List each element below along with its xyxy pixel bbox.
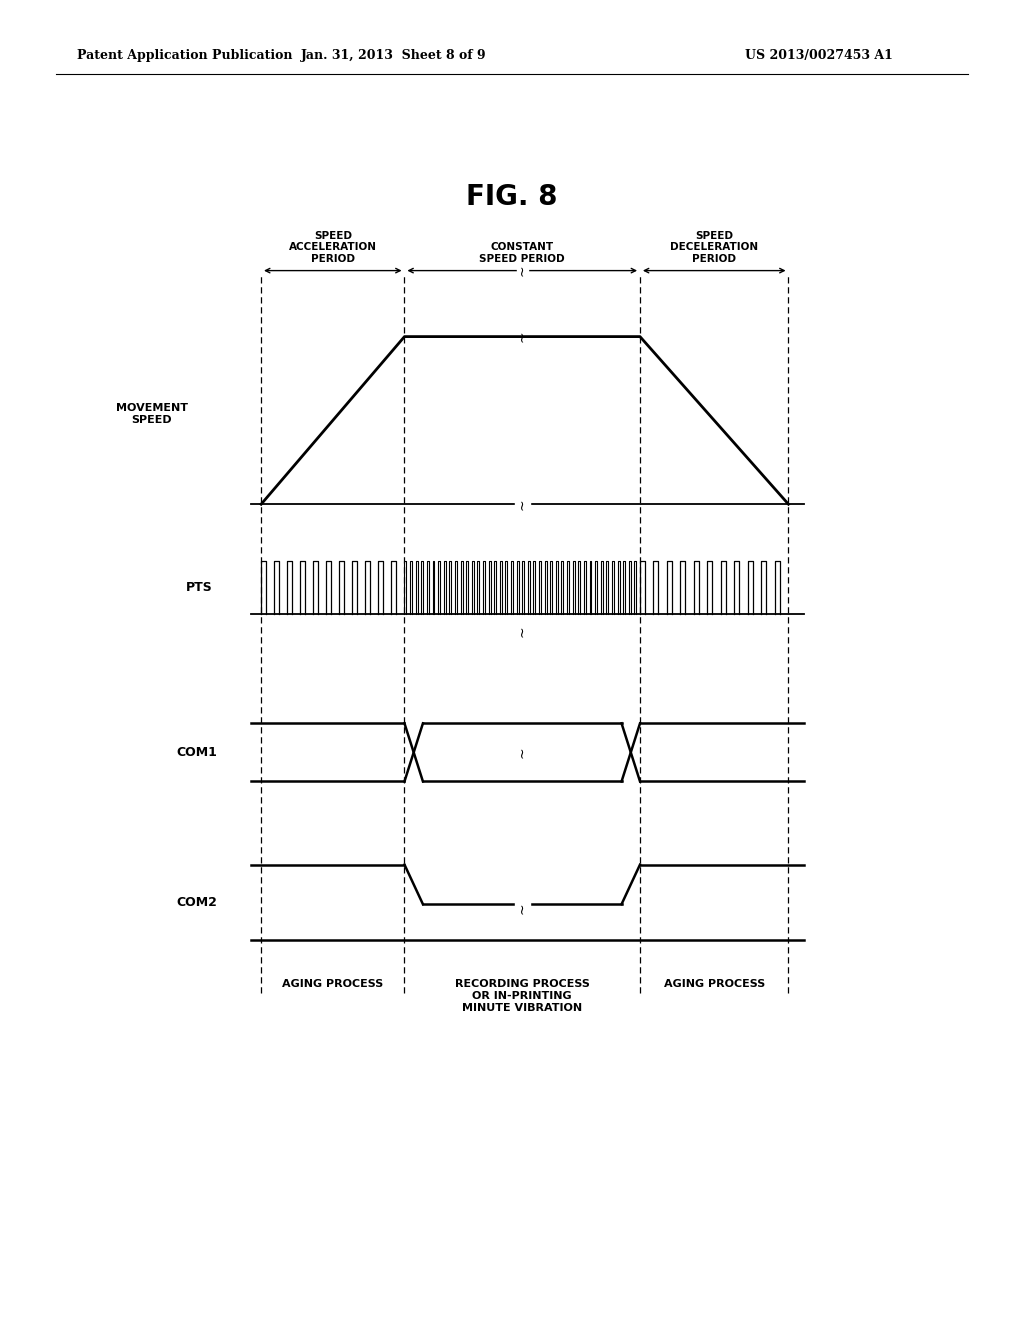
Text: CONSTANT
SPEED PERIOD: CONSTANT SPEED PERIOD <box>479 243 565 264</box>
Text: AGING PROCESS: AGING PROCESS <box>664 979 765 990</box>
Text: ƨƨ: ƨƨ <box>517 265 527 276</box>
Text: RECORDING PROCESS
OR IN-PRINTING
MINUTE VIBRATION: RECORDING PROCESS OR IN-PRINTING MINUTE … <box>455 979 590 1012</box>
Text: Patent Application Publication: Patent Application Publication <box>77 49 292 62</box>
Text: ~: ~ <box>515 331 529 342</box>
Text: ~: ~ <box>515 747 529 758</box>
Text: AGING PROCESS: AGING PROCESS <box>283 979 383 990</box>
Text: ~: ~ <box>515 626 529 636</box>
Text: COM2: COM2 <box>176 896 217 908</box>
Text: ~: ~ <box>515 903 529 913</box>
Text: SPEED
ACCELERATION
PERIOD: SPEED ACCELERATION PERIOD <box>289 231 377 264</box>
Text: ~: ~ <box>515 265 529 276</box>
Text: MOVEMENT
SPEED: MOVEMENT SPEED <box>116 403 187 425</box>
Text: PTS: PTS <box>186 581 213 594</box>
Text: Jan. 31, 2013  Sheet 8 of 9: Jan. 31, 2013 Sheet 8 of 9 <box>301 49 487 62</box>
Text: ~: ~ <box>515 499 529 510</box>
Text: COM1: COM1 <box>176 746 217 759</box>
Text: US 2013/0027453 A1: US 2013/0027453 A1 <box>745 49 893 62</box>
Text: FIG. 8: FIG. 8 <box>466 183 558 211</box>
Text: SPEED
DECELERATION
PERIOD: SPEED DECELERATION PERIOD <box>670 231 759 264</box>
